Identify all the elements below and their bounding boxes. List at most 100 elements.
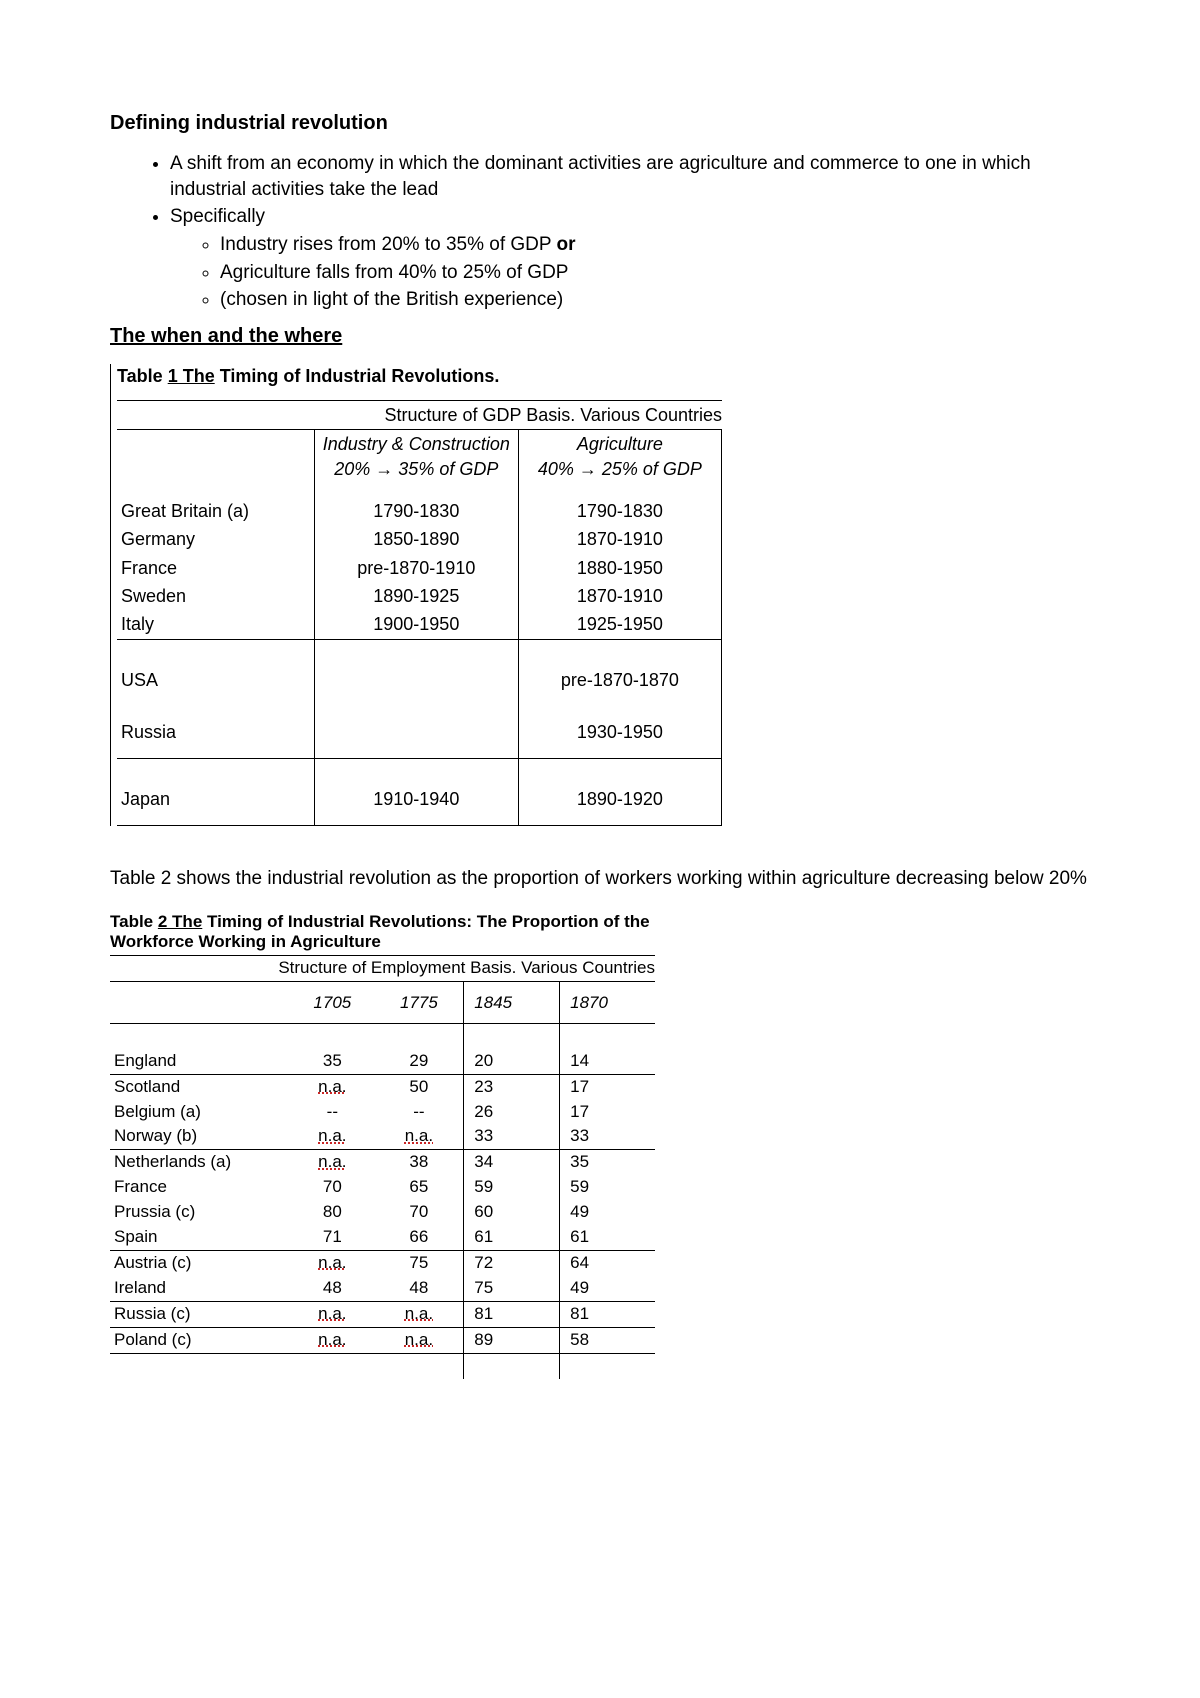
value-cell: 33: [560, 1124, 655, 1149]
table-row: Italy1900-19501925-1950: [117, 610, 722, 639]
value-cell: 61: [464, 1225, 560, 1250]
value-cell: 48: [374, 1276, 463, 1301]
bullet-text: Specifically: [170, 206, 265, 227]
na-value: n.a.: [318, 1253, 346, 1272]
header-line: 40% → 25% of GDP: [538, 459, 702, 479]
sub-bullet-item: Agriculture falls from 40% to 25% of GDP: [220, 260, 1090, 286]
title-pre: Table: [117, 366, 168, 386]
table-1-subtitle: Structure of GDP Basis. Various Countrie…: [117, 400, 722, 430]
agriculture-cell: 1925-1950: [518, 610, 721, 639]
value-cell: n.a.: [290, 1150, 374, 1175]
country-cell: Ireland: [110, 1276, 290, 1301]
col-industry-header: Industry & Construction 20% → 35% of GDP: [314, 430, 518, 483]
table-1: Table 1 The Timing of Industrial Revolut…: [110, 364, 722, 827]
table-2-title: Table 2 The Timing of Industrial Revolut…: [110, 912, 655, 953]
table-row: Japan1910-19401890-1920: [117, 773, 722, 826]
na-value: n.a.: [318, 1126, 346, 1145]
value-cell: 60: [464, 1200, 560, 1225]
header-line: 20% → 35% of GDP: [334, 459, 498, 479]
header-line: Industry & Construction: [323, 434, 510, 454]
table-row: Spain71666161: [110, 1225, 655, 1250]
value-cell: 58: [560, 1327, 655, 1353]
table-row: Francepre-1870-19101880-1950: [117, 554, 722, 582]
col-year: 1845: [464, 982, 560, 1023]
table-row: Netherlands (a)n.a.383435: [110, 1150, 655, 1175]
value-cell: n.a.: [290, 1251, 374, 1276]
col-year: 1705: [290, 982, 374, 1023]
sub-bullet-item: (chosen in light of the British experien…: [220, 287, 1090, 313]
industry-cell: pre-1870-1910: [314, 554, 518, 582]
country-cell: Netherlands (a): [110, 1150, 290, 1175]
sub-bullet-item: Industry rises from 20% to 35% of GDP or: [220, 232, 1090, 258]
table-row: Belgium (a)----2617: [110, 1100, 655, 1125]
title-underline: 1 The: [168, 366, 215, 386]
bullet-item: A shift from an economy in which the dom…: [170, 151, 1090, 202]
value-cell: 70: [290, 1175, 374, 1200]
title-pre: Table: [110, 912, 158, 931]
table-row: France70655959: [110, 1175, 655, 1200]
industry-cell: [314, 706, 518, 759]
col-agriculture-header: Agriculture 40% → 25% of GDP: [518, 430, 721, 483]
country-cell: Great Britain (a): [117, 497, 314, 525]
table-row: Germany1850-18901870-1910: [117, 525, 722, 553]
table-row: Scotlandn.a.502317: [110, 1074, 655, 1099]
value-cell: 17: [560, 1074, 655, 1099]
header-line: Agriculture: [577, 434, 663, 454]
country-cell: Sweden: [117, 582, 314, 610]
value-cell: 20: [464, 1049, 560, 1074]
value-cell: n.a.: [290, 1327, 374, 1353]
industry-cell: 1790-1830: [314, 497, 518, 525]
value-cell: 81: [560, 1302, 655, 1328]
country-cell: Russia: [117, 706, 314, 759]
col-country-header: [110, 982, 290, 1023]
country-cell: Belgium (a): [110, 1100, 290, 1125]
agriculture-cell: 1870-1910: [518, 525, 721, 553]
country-cell: Germany: [117, 525, 314, 553]
na-value: n.a.: [318, 1077, 346, 1096]
na-value: n.a.: [405, 1126, 433, 1145]
value-cell: 61: [560, 1225, 655, 1250]
industry-cell: [314, 654, 518, 706]
value-cell: n.a.: [374, 1124, 463, 1149]
or-text: or: [557, 234, 576, 255]
heading-when-where: The when and the where: [110, 323, 1090, 350]
value-cell: 80: [290, 1200, 374, 1225]
na-value: n.a.: [318, 1330, 346, 1349]
col-year: 1775: [374, 982, 463, 1023]
value-cell: 75: [464, 1276, 560, 1301]
value-cell: 38: [374, 1150, 463, 1175]
value-cell: 49: [560, 1276, 655, 1301]
na-value: n.a.: [405, 1304, 433, 1323]
value-cell: 49: [560, 1200, 655, 1225]
title-post: Timing of Industrial Revolutions.: [215, 366, 500, 386]
value-cell: n.a.: [290, 1302, 374, 1328]
value-cell: 89: [464, 1327, 560, 1353]
table-row: England35292014: [110, 1049, 655, 1074]
sub-text: Industry rises from 20% to 35% of GDP: [220, 234, 557, 255]
value-cell: 70: [374, 1200, 463, 1225]
country-cell: Scotland: [110, 1074, 290, 1099]
col-year: 1870: [560, 982, 655, 1023]
agriculture-cell: 1880-1950: [518, 554, 721, 582]
country-cell: Italy: [117, 610, 314, 639]
country-cell: USA: [117, 654, 314, 706]
value-cell: --: [290, 1100, 374, 1125]
value-cell: 66: [374, 1225, 463, 1250]
value-cell: 64: [560, 1251, 655, 1276]
na-value: n.a.: [318, 1152, 346, 1171]
industry-cell: 1890-1925: [314, 582, 518, 610]
bullet-list: A shift from an economy in which the dom…: [110, 151, 1090, 313]
value-cell: 29: [374, 1049, 463, 1074]
value-cell: 33: [464, 1124, 560, 1149]
country-cell: Poland (c): [110, 1327, 290, 1353]
industry-cell: 1900-1950: [314, 610, 518, 639]
country-cell: Russia (c): [110, 1302, 290, 1328]
bullet-item: Specifically Industry rises from 20% to …: [170, 204, 1090, 313]
table-row: Poland (c)n.a.n.a.8958: [110, 1327, 655, 1353]
table-row: Russia1930-1950: [117, 706, 722, 759]
col-country-header: [117, 430, 314, 483]
value-cell: 65: [374, 1175, 463, 1200]
title-underline: 2 The: [158, 912, 202, 931]
value-cell: 81: [464, 1302, 560, 1328]
table-2: Table 2 The Timing of Industrial Revolut…: [110, 912, 655, 1379]
